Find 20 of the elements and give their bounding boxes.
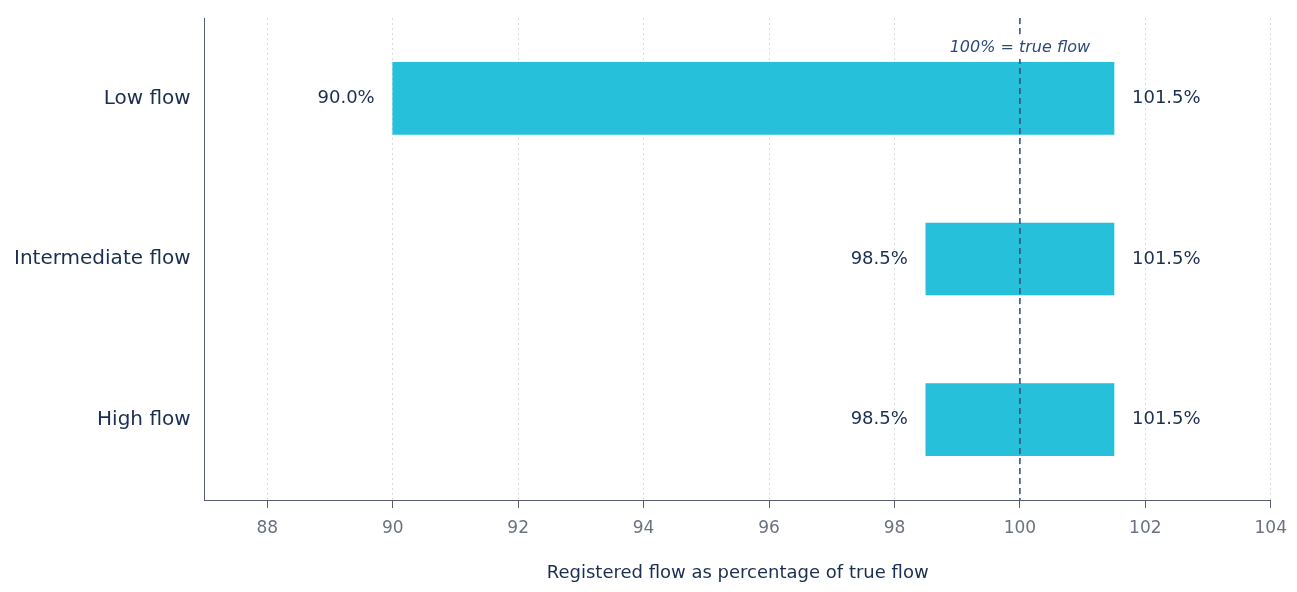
x-axis-title: Registered flow as percentage of true flow bbox=[546, 560, 929, 582]
y-tick-label: Low flow bbox=[103, 84, 191, 109]
x-tick-label: 90 bbox=[381, 516, 404, 537]
x-tick-label: 104 bbox=[1254, 516, 1287, 537]
annotation: 98.5% bbox=[850, 407, 908, 429]
annotation: 101.5% bbox=[1131, 407, 1201, 429]
annotation: 101.5% bbox=[1131, 246, 1201, 268]
annotation: 90.0% bbox=[317, 86, 375, 108]
x-tick-label: 92 bbox=[507, 516, 529, 537]
x-tick-label: 100 bbox=[1003, 516, 1037, 537]
y-tick-label: Intermediate flow bbox=[13, 245, 191, 270]
y-tick-label: High flow bbox=[97, 405, 191, 430]
x-tick-label: 96 bbox=[758, 516, 780, 537]
annotation: 98.5% bbox=[850, 246, 908, 268]
annotation: 101.5% bbox=[1131, 86, 1201, 108]
x-tick-label: 94 bbox=[632, 516, 655, 537]
x-tick-label: 88 bbox=[256, 516, 279, 537]
x-tick-label: 102 bbox=[1129, 516, 1162, 537]
x-tick-label: 98 bbox=[883, 516, 906, 537]
ref-line-label: 100% = true flow bbox=[949, 37, 1092, 57]
